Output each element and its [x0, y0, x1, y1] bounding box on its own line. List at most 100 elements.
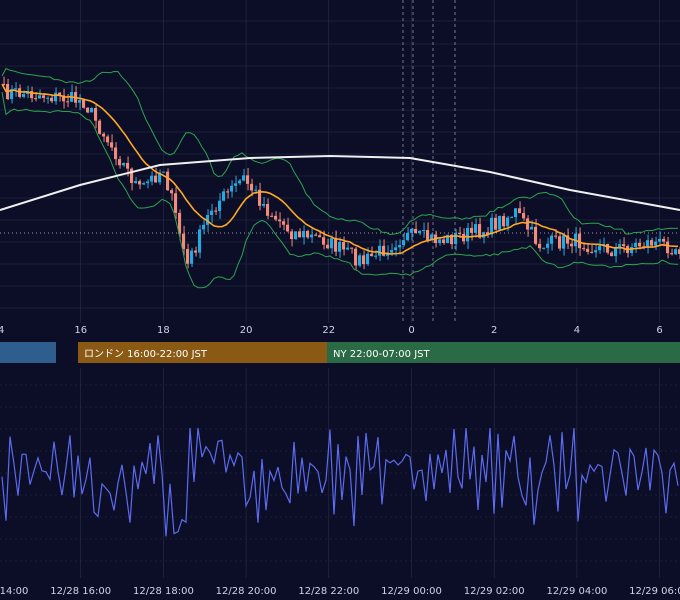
candle-body [218, 200, 222, 212]
candle-body [66, 101, 70, 103]
time-axis-top-tick-label: 18 [157, 325, 170, 336]
candle-body [446, 234, 450, 244]
candle-body [354, 248, 358, 266]
candle-body [94, 107, 98, 121]
candle-body [130, 168, 134, 183]
candle-body [498, 216, 502, 230]
candle-body [630, 246, 634, 253]
candle-body [202, 224, 206, 230]
candle-body [174, 193, 178, 213]
candle-body [302, 231, 306, 238]
time-axis-bottom-tick-label: 12/29 04:00 [546, 586, 607, 597]
candle-body [546, 243, 550, 248]
candle-body [142, 183, 146, 185]
candle-body [650, 240, 654, 246]
candle-body [486, 232, 490, 235]
candle-body [402, 240, 406, 246]
time-axis-bottom-tick-label: 12/29 06:00 [629, 586, 680, 597]
time-axis-bottom-tick-label: 12/29 02:00 [464, 586, 525, 597]
oscillator-grid [0, 368, 680, 578]
candle-body [366, 253, 370, 265]
candle-body [310, 234, 314, 238]
moving-average-line [1, 83, 679, 255]
session-block [327, 342, 680, 363]
candle-body [286, 224, 290, 232]
candle-body [30, 91, 34, 99]
candle-body [166, 171, 170, 191]
candle-body [114, 147, 118, 160]
candle-body [522, 213, 526, 219]
candle-body [674, 249, 678, 255]
candle-body [418, 230, 422, 234]
candle-body [450, 234, 454, 245]
candle-body [514, 208, 518, 218]
session-label: ロンドン 16:00-22:00 JST [84, 349, 208, 360]
candle-body [58, 92, 62, 96]
candle-body [542, 247, 546, 249]
candle-body [326, 244, 330, 249]
candle-body [638, 242, 642, 247]
time-axis-top-tick-label: 6 [656, 325, 662, 336]
price-grid [0, 0, 680, 323]
candle-body [494, 217, 498, 230]
candle-body [22, 94, 26, 97]
candle-body [346, 247, 350, 250]
candle-body [234, 183, 238, 186]
candle-body [618, 244, 622, 248]
candle-body [474, 224, 478, 233]
candle-body [50, 97, 54, 102]
candle-body [82, 99, 86, 108]
upper-band-line [1, 67, 679, 236]
candle-body [598, 245, 602, 251]
candle-body [98, 120, 102, 134]
time-axis-top-tick-label: 0 [408, 325, 414, 336]
candle-body [110, 142, 114, 148]
candle-body [410, 228, 414, 233]
candle-body [186, 248, 190, 264]
candle-body [42, 95, 46, 98]
candle-body [658, 238, 662, 242]
candle-body [102, 133, 106, 137]
time-axis-bottom-tick-label: 12/28 22:00 [298, 586, 359, 597]
candle-body [182, 233, 186, 249]
candle-body [198, 229, 202, 253]
candle-body [154, 175, 158, 183]
candle-body [594, 250, 598, 253]
time-axis-bottom-tick-label: 12/28 16:00 [50, 586, 111, 597]
candle-body [502, 216, 506, 227]
candle-body [510, 217, 514, 219]
candle-body [226, 191, 230, 193]
candle-body [646, 240, 650, 248]
candle-body [106, 136, 110, 143]
candle-body [222, 191, 226, 201]
time-axis-top-tick-label: 22 [322, 325, 335, 336]
candle-body [162, 171, 166, 173]
candle-body [590, 251, 594, 253]
long-moving-average-line [0, 154, 680, 211]
time-axis-top: 14 16 18 20 22 0 2 4 6 [0, 325, 663, 336]
candle-body [178, 212, 182, 234]
candle-body [242, 175, 246, 181]
candle-body [662, 238, 666, 242]
candle-body [426, 230, 430, 241]
candle-body [554, 235, 558, 237]
candle-body [298, 231, 302, 238]
candle-body [10, 89, 14, 100]
time-axis-top-tick-label: 14 [0, 325, 4, 336]
candle-body [550, 235, 554, 244]
candle-body [230, 185, 234, 192]
candle-body [194, 250, 198, 253]
candle-body [306, 231, 310, 238]
candle-body [454, 232, 458, 245]
candle-body [78, 99, 82, 103]
session-block [0, 342, 56, 363]
candle-body [606, 243, 610, 253]
candle-body [610, 252, 614, 257]
candle-body [622, 244, 626, 247]
candle-body [138, 181, 142, 185]
session-block [78, 342, 327, 363]
candle-body [54, 92, 58, 102]
candle-body [150, 175, 154, 182]
